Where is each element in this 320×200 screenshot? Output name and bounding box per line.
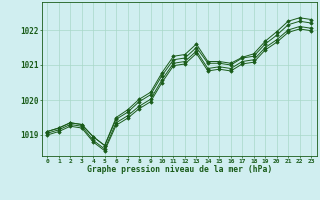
X-axis label: Graphe pression niveau de la mer (hPa): Graphe pression niveau de la mer (hPa)	[87, 165, 272, 174]
